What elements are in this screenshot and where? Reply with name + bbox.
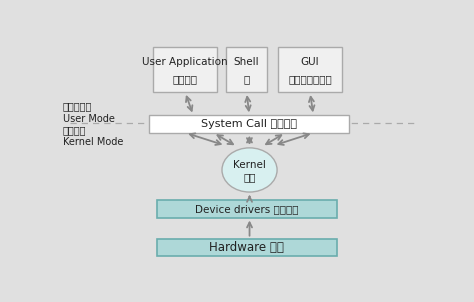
Text: 應用程式: 應用程式: [173, 74, 198, 84]
Text: Kernel Mode: Kernel Mode: [63, 137, 123, 147]
Text: 圖形使用者界面: 圖形使用者界面: [288, 74, 332, 84]
Text: Shell: Shell: [234, 57, 259, 67]
Bar: [156, 239, 337, 256]
Text: 殼: 殼: [244, 74, 250, 84]
Text: 使用者模式: 使用者模式: [63, 101, 92, 111]
Text: User Mode: User Mode: [63, 114, 115, 124]
Bar: [227, 47, 267, 92]
Text: Hardware 硬體: Hardware 硬體: [209, 241, 284, 254]
Bar: [153, 47, 217, 92]
Text: Device drivers 驅動程式: Device drivers 驅動程式: [195, 204, 298, 214]
Bar: [156, 200, 337, 218]
Text: 核心: 核心: [243, 172, 256, 182]
Text: 核心模式: 核心模式: [63, 125, 86, 135]
Text: Kernel: Kernel: [233, 160, 266, 170]
Text: System Call 系統呼叫: System Call 系統呼叫: [201, 119, 297, 129]
Bar: [149, 115, 349, 133]
Ellipse shape: [222, 148, 277, 192]
Text: GUI: GUI: [301, 57, 319, 67]
Bar: [278, 47, 342, 92]
Text: User Application: User Application: [142, 57, 228, 67]
